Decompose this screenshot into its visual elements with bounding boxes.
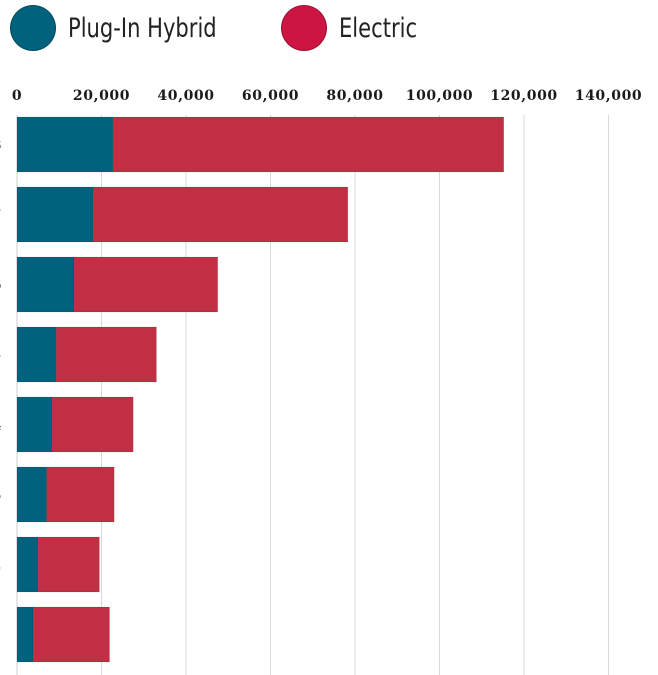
- y-category-label: 2012: [0, 558, 2, 574]
- x-axis-ticks: 0 20,000 40,000 60,000 80,000 100,000 120,000 1…: [0, 88, 642, 644]
- bar-plug-in-hybrid-2014: [16, 396, 53, 453]
- x-tick-label: 80,000: [326, 88, 383, 104]
- legend-swatch-plug-in-hybrid: [10, 5, 56, 51]
- bar-electric-2018: [112, 116, 504, 173]
- y-category-label: 2013: [0, 488, 2, 504]
- chart-legend: Plug-In Hybrid Electric: [10, 4, 461, 52]
- y-category-label: 2016: [0, 278, 2, 294]
- y-category-label: 2017: [0, 208, 2, 224]
- x-tick-label: 0: [12, 88, 22, 104]
- legend-item-plug-in-hybrid: Plug-In Hybrid: [10, 5, 259, 51]
- bar-electric-2012: [37, 536, 100, 593]
- y-category-label: 2011: [0, 628, 2, 644]
- bar-plug-in-hybrid-2012: [16, 536, 39, 593]
- legend-label-plug-in-hybrid: Plug-In Hybrid: [68, 12, 217, 44]
- x-tick-label: 60,000: [242, 88, 299, 104]
- x-tick-label: 140,000: [575, 88, 643, 104]
- x-tick-label: 40,000: [157, 88, 214, 104]
- y-category-label: 2014: [0, 418, 2, 434]
- bar-plug-in-hybrid-2015: [16, 326, 57, 383]
- bar-plug-in-hybrid-2017: [16, 186, 94, 243]
- x-tick-label: 20,000: [73, 88, 130, 104]
- bar-electric-2013: [46, 466, 115, 523]
- x-tick-label: 100,000: [406, 88, 474, 104]
- legend-label-electric: Electric: [338, 12, 417, 44]
- chart-bars: [16, 116, 504, 663]
- bar-plug-in-hybrid-2013: [16, 466, 47, 523]
- bar-electric-2011: [32, 606, 110, 663]
- bar-plug-in-hybrid-2016: [16, 256, 75, 313]
- legend-swatch-electric: [280, 5, 327, 51]
- bar-plug-in-hybrid-2011: [16, 606, 34, 663]
- y-category-label: 2018: [0, 138, 2, 154]
- legend-item-electric: Electric: [280, 5, 439, 51]
- bar-electric-2015: [56, 326, 157, 383]
- y-category-label: 2015: [0, 348, 2, 364]
- bar-electric-2016: [73, 256, 218, 313]
- bar-plug-in-hybrid-2018: [16, 116, 114, 173]
- x-tick-label: 120,000: [490, 88, 558, 104]
- bar-electric-2014: [51, 396, 134, 453]
- bar-electric-2017: [92, 186, 349, 243]
